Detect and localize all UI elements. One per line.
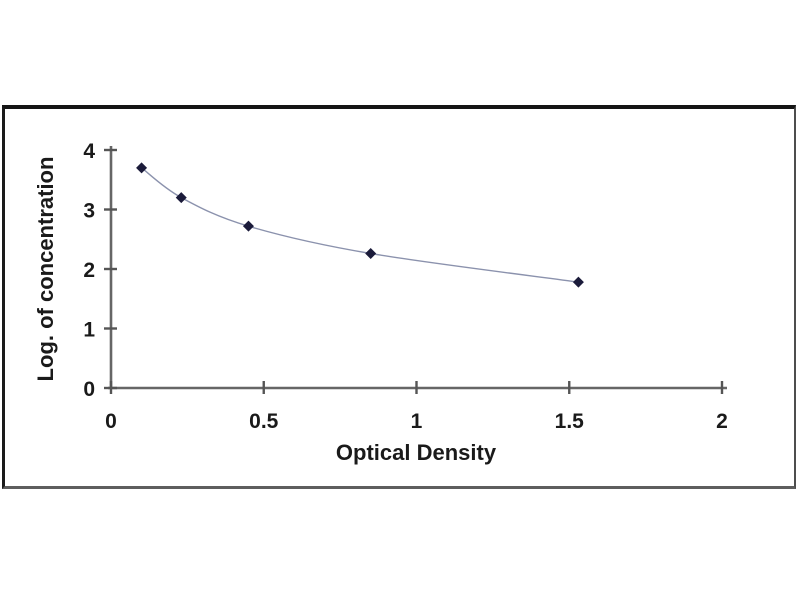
y-tick-label: 4 (83, 140, 95, 163)
y-tick-label: 2 (83, 259, 95, 282)
standard-curve-line (141, 167, 579, 283)
x-tick-label: 1 (411, 410, 423, 433)
data-point-marker (365, 248, 377, 260)
y-tick-label: 1 (83, 319, 95, 342)
x-tick-label: 1.5 (555, 410, 585, 433)
x-tick-label: 0 (105, 410, 117, 433)
chart-frame: 0 1 2 3 4 0 0.5 1 1.5 2 Optical Density Log. of c… (2, 105, 796, 489)
data-point-marker (175, 192, 187, 204)
x-tick-label: 0.5 (249, 410, 279, 433)
y-tick-label: 0 (83, 378, 95, 401)
y-tick-label: 3 (83, 200, 95, 223)
data-point-marker (572, 276, 584, 288)
x-axis-title: Optical Density (336, 440, 497, 465)
data-point-marker (136, 162, 148, 174)
ticks-layer (104, 148, 724, 394)
data-point-marker (242, 220, 254, 232)
series-layer (136, 162, 584, 288)
x-tick-label: 2 (716, 410, 728, 433)
tick-labels-layer: 0 1 2 3 4 0 0.5 1 1.5 2 (83, 140, 728, 433)
axes-layer (108, 146, 727, 390)
y-axis-title: Log. of concentration (33, 157, 58, 382)
standard-curve-chart: 0 1 2 3 4 0 0.5 1 1.5 2 Optical Density Log. of c… (33, 140, 728, 465)
